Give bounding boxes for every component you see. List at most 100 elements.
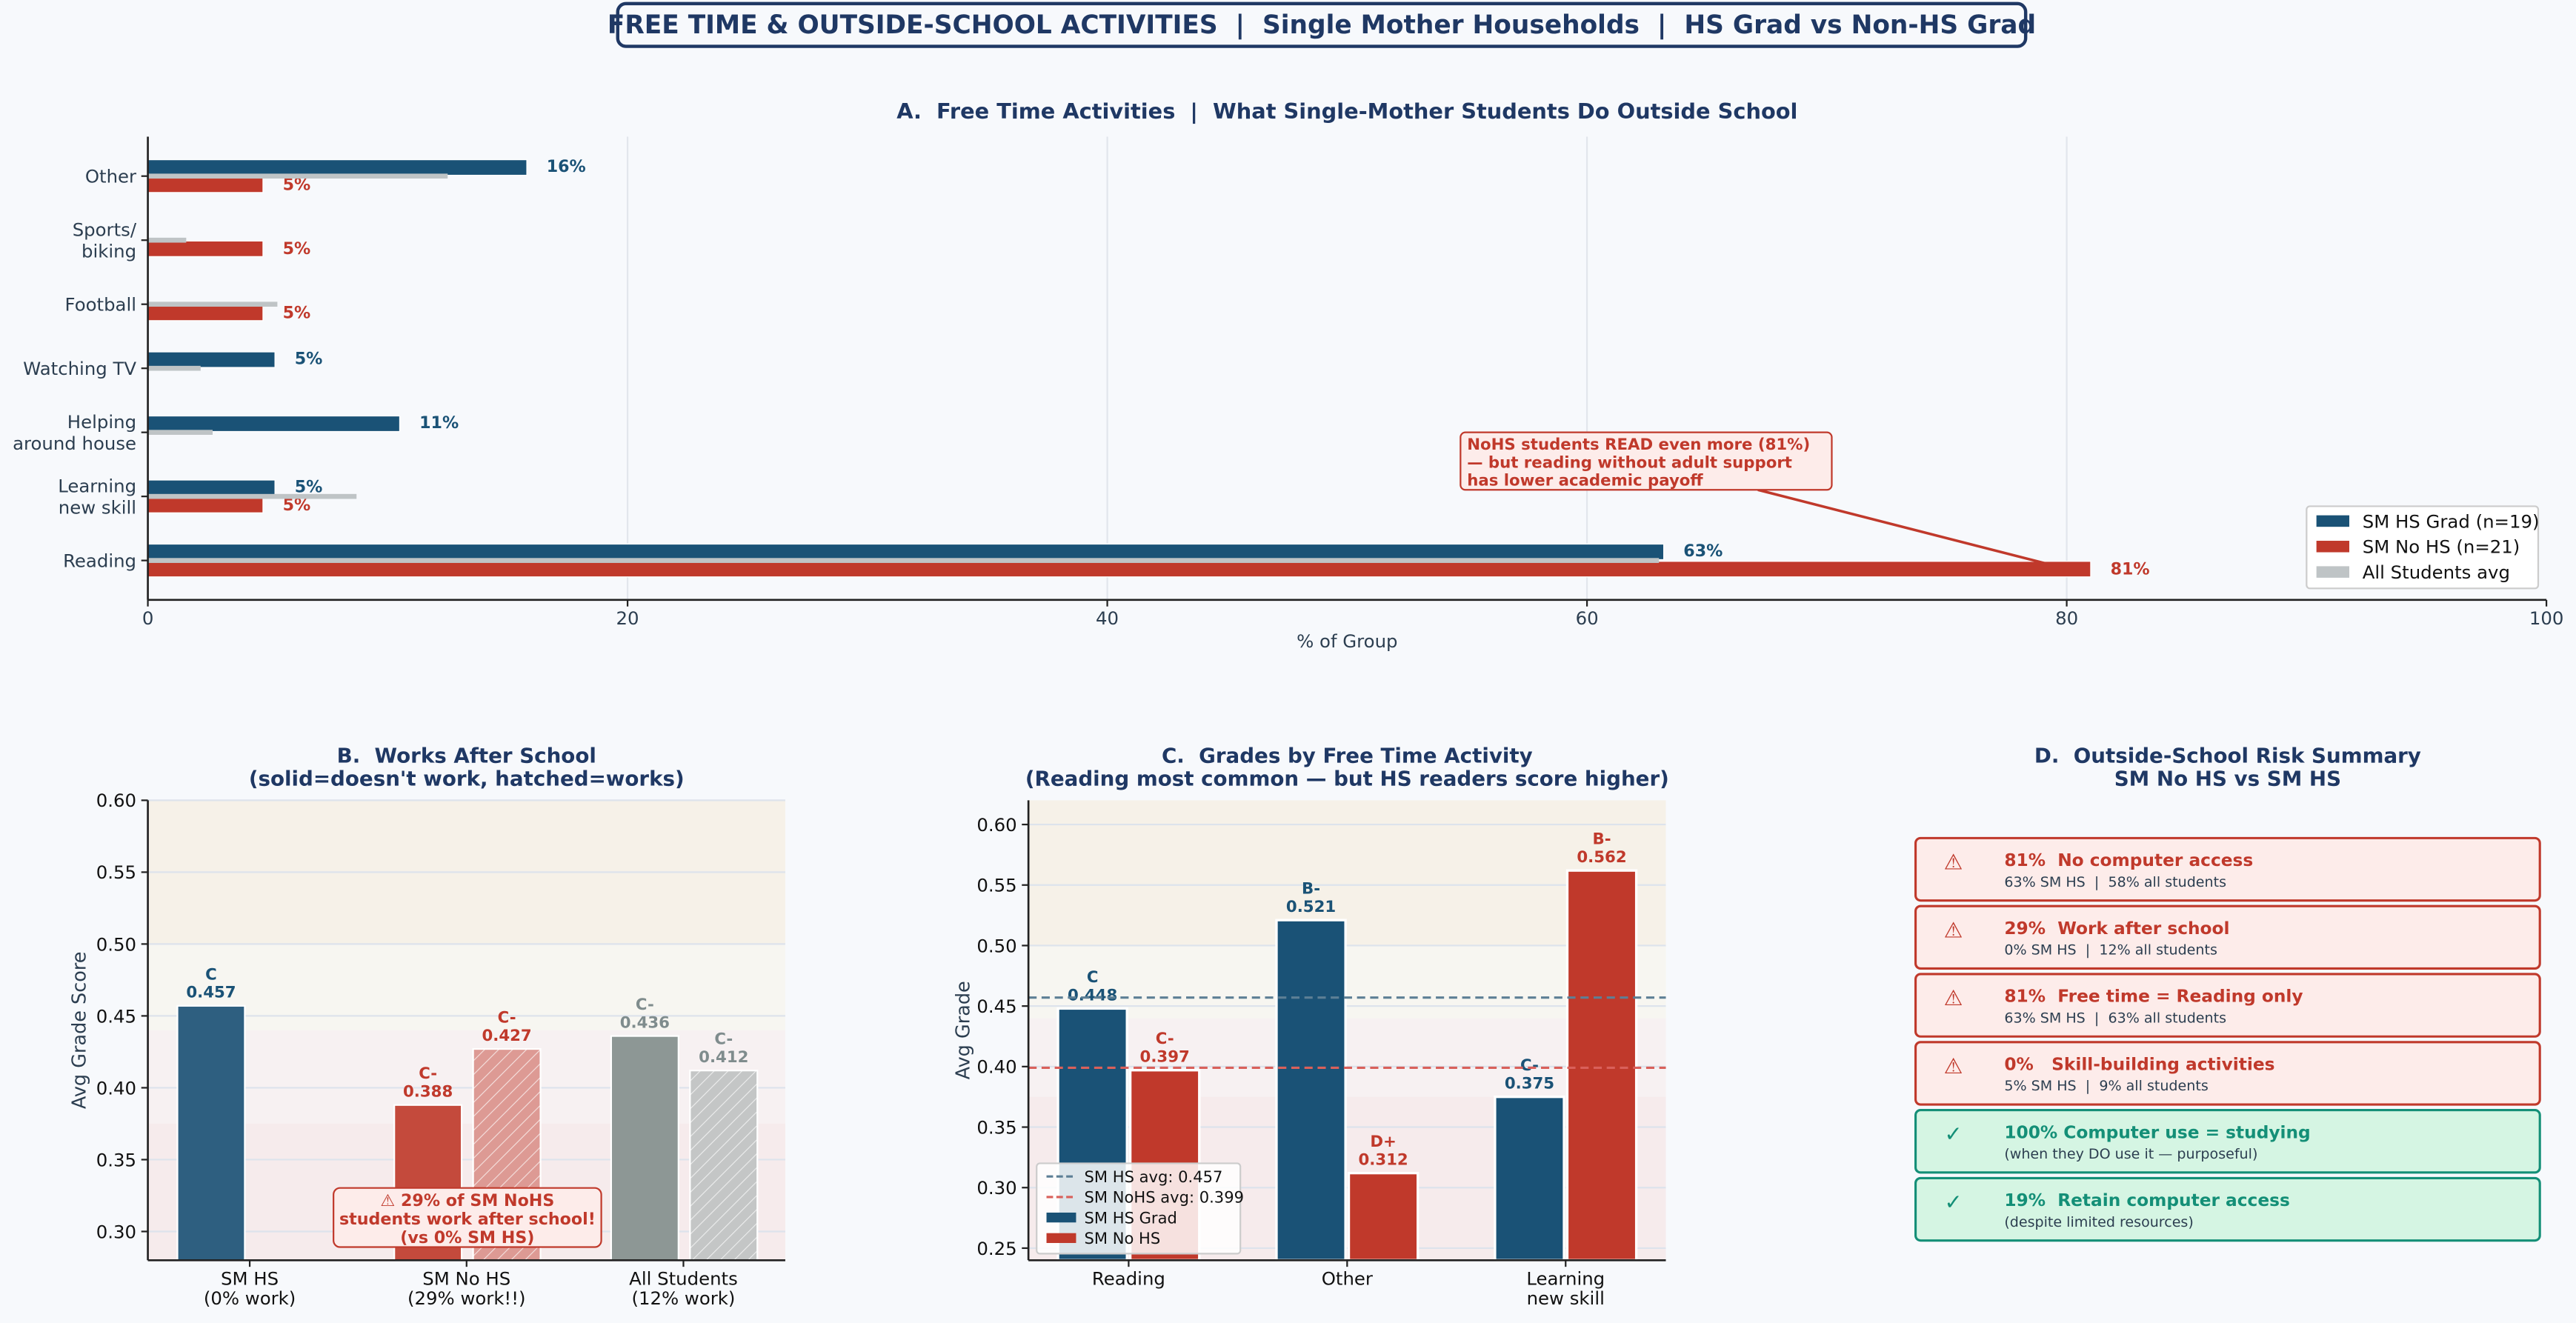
category-label: Sports/	[73, 219, 137, 241]
legend-label: SM HS avg: 0.457	[1085, 1167, 1223, 1186]
panel-b-title: (solid=doesn't work, hatched=works)	[249, 766, 685, 790]
bar-all-students-avg	[147, 493, 357, 499]
bar-all-students-avg	[147, 558, 1660, 563]
bar-label-sm-hs-grad: 63%	[1683, 541, 1723, 561]
risk-card: ⚠ 81% No computer access 63% SM HS | 58% a…	[1914, 836, 2541, 902]
legend-swatch	[2316, 541, 2349, 553]
bar-all-students-avg	[147, 430, 213, 435]
card-detail: (despite limited resources)	[2004, 1214, 2194, 1230]
panel-c-title: (Reading most common — but HS readers sc…	[1025, 766, 1669, 790]
x-tick-label: 40	[1096, 607, 1119, 629]
grade-label: C-	[1520, 1056, 1539, 1075]
card-detail: 63% SM HS | 63% all students	[2004, 1010, 2226, 1026]
panel-b: B. Works After School(solid=doesn't work…	[68, 743, 785, 1309]
warning-icon: ⚠	[1944, 850, 1963, 875]
grade-label: C-	[714, 1030, 733, 1049]
x-tick-label: 0	[142, 607, 154, 629]
y-axis-label: Avg Grade Score	[68, 952, 90, 1110]
x-tick-label: 20	[616, 607, 639, 629]
y-tick-label: 0.25	[976, 1238, 1016, 1259]
bar-sm-hs-grad	[1275, 919, 1347, 1262]
value-label: 0.521	[1286, 898, 1336, 916]
panel-d-title: SM No HS vs SM HS	[2114, 766, 2341, 790]
annotation-box	[333, 1187, 602, 1248]
legend-swatch	[1046, 1212, 1076, 1223]
grade-label: C-	[498, 1009, 516, 1027]
bar-sm-hs-grad	[147, 543, 1665, 561]
value-label: 0.375	[1505, 1075, 1554, 1093]
warning-icon: ⚠	[1944, 985, 1963, 1010]
y-tick-label: 0.45	[96, 1005, 136, 1027]
y-tick-label: 0.60	[976, 814, 1016, 836]
card-box	[1914, 973, 2541, 1038]
annotation-text: students work after school!	[339, 1210, 596, 1229]
panel-b-title: B. Works After School	[337, 743, 596, 767]
value-label: 0.388	[403, 1083, 453, 1102]
value-label: 0.436	[620, 1013, 670, 1032]
legend-label: SM HS Grad	[1085, 1208, 1177, 1227]
value-label: 0.562	[1577, 848, 1626, 867]
x-axis-label: % of Group	[1297, 630, 1397, 652]
x-tick-label: 80	[2055, 607, 2078, 629]
grade-label: C	[1087, 968, 1099, 987]
y-tick-label: 0.50	[96, 933, 136, 955]
category-label: Reading	[1092, 1268, 1165, 1290]
y-tick-label: 0.30	[976, 1177, 1016, 1199]
legend-label: SM No HS (n=21)	[2363, 536, 2520, 558]
category-label: (0% work)	[204, 1287, 296, 1309]
card-headline: 19% Retain computer access	[2004, 1190, 2290, 1210]
y-tick-label: 0.60	[96, 790, 136, 811]
y-tick-label: 0.40	[96, 1077, 136, 1099]
y-tick-label: 0.45	[976, 996, 1016, 1017]
warning-icon: ⚠	[1944, 917, 1963, 942]
bar-sm-hs-grad	[147, 415, 401, 433]
category-label: (29% work!!)	[407, 1287, 525, 1309]
card-box	[1914, 904, 2541, 970]
card-detail: 0% SM HS | 12% all students	[2004, 942, 2217, 959]
x-tick-label: 100	[2529, 607, 2564, 629]
legend	[1036, 1162, 1242, 1255]
panel-c: C. Grades by Free Time Activity(Reading …	[952, 743, 1668, 1309]
warning-icon: ⚠	[1944, 1053, 1963, 1079]
grade-label: C	[205, 965, 217, 984]
legend-swatch	[1046, 1233, 1076, 1243]
y-tick-label: 0.35	[976, 1116, 1016, 1138]
bar-all-students-avg	[147, 301, 278, 307]
bar-sm-hs-grad	[147, 479, 276, 496]
card-detail: 5% SM HS | 9% all students	[2004, 1078, 2208, 1094]
value-label: 0.427	[482, 1027, 531, 1045]
risk-card: ⚠ 0% Skill-building activities 5% SM HS | …	[1914, 1041, 2541, 1106]
category-label: new skill	[1527, 1287, 1605, 1309]
legend-label: SM HS Grad (n=19)	[2363, 510, 2540, 532]
bar-hatch-pattern	[690, 1070, 758, 1261]
y-tick-label: 0.35	[96, 1149, 136, 1170]
card-box	[1914, 836, 2541, 902]
value-label: 0.412	[699, 1048, 748, 1067]
category-label: new skill	[59, 496, 136, 518]
bar-all-students-avg	[147, 365, 201, 371]
bar-sm-no-hs	[147, 496, 264, 513]
value-label: 0.457	[186, 984, 236, 1002]
bar-label-sm-hs-grad: 16%	[547, 157, 586, 176]
value-label: 0.397	[1140, 1048, 1190, 1067]
card-headline: 81% No computer access	[2004, 850, 2253, 870]
panel-a: A. Free Time Activities | What Single-Mo…	[13, 99, 2563, 652]
category-label: Learning	[58, 476, 136, 497]
panel-c-title: C. Grades by Free Time Activity	[1162, 743, 1533, 767]
bar-sm-hs-grad	[147, 159, 527, 176]
annotation-text: ⚠ 29% of SM NoHS	[380, 1191, 554, 1210]
y-tick-label: 0.55	[976, 875, 1016, 896]
bar-label-sm-no-hs: 5%	[283, 239, 311, 259]
annotation-text: NoHS students READ even more (81%)	[1467, 436, 1810, 454]
category-label: Reading	[63, 550, 136, 571]
card-box	[1914, 1176, 2541, 1242]
grade-label: B-	[1302, 880, 1320, 899]
bar-sm-hs-grad	[1494, 1096, 1565, 1262]
check-icon: ✓	[1944, 1122, 1962, 1147]
card-detail: 63% SM HS | 58% all students	[2004, 874, 2226, 890]
card-headline: 0% Skill-building activities	[2004, 1054, 2274, 1074]
strength-card: ✓ 19% Retain computer access (despite limi…	[1914, 1176, 2541, 1242]
category-label: Other	[85, 166, 137, 187]
grade-label: D+	[1370, 1133, 1396, 1151]
